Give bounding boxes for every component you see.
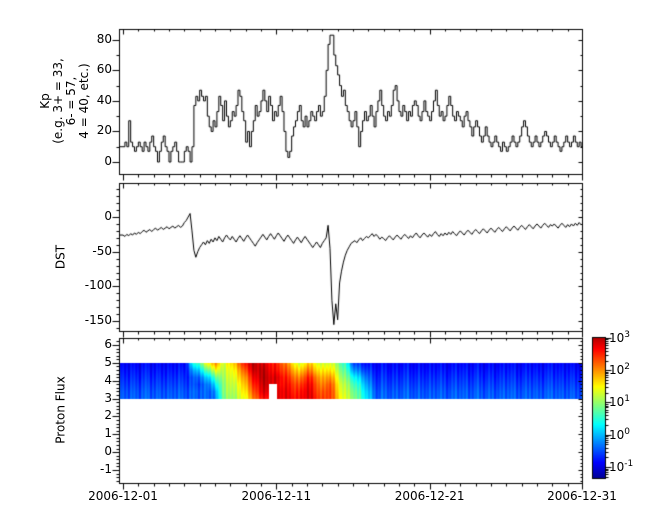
kp-y-tick-label: 0 xyxy=(104,154,112,168)
proton-flux-y-tick-label: 0 xyxy=(104,444,112,459)
dst-y-tick-label: 0 xyxy=(104,209,112,223)
colorbar-tick-label: 100 xyxy=(609,426,631,442)
kp-axis-label-line: 4 = 40, etc.) xyxy=(77,63,91,139)
proton-flux-y-tick-label: 6 xyxy=(104,337,112,351)
dst-y-tick-label: -150 xyxy=(84,313,112,328)
proton-flux-y-tick-label: 4 xyxy=(104,372,112,387)
kp-y-tick-label: 20 xyxy=(96,123,112,138)
kp-y-tick-label: 80 xyxy=(96,31,112,46)
proton-flux-y-tick-label: -1 xyxy=(100,461,112,476)
colorbar xyxy=(592,337,605,478)
colorbar-tick-label: 102 xyxy=(609,362,631,378)
x-tick-label: 2006-12-21 xyxy=(394,489,465,503)
dst-axis-label: DST xyxy=(53,244,68,270)
colorbar-tick-label: 101 xyxy=(609,394,631,410)
colorbar-tick-label: 103 xyxy=(609,329,631,345)
colorbar-tick-label: 10-1 xyxy=(609,459,634,475)
proton-flux-y-tick-label: 2 xyxy=(104,408,112,423)
proton-flux-y-tick-label: 1 xyxy=(104,426,112,441)
dst-y-tick-label: -100 xyxy=(84,278,112,293)
x-tick-label: 2006-12-31 xyxy=(547,489,617,503)
kp-y-tick-label: 60 xyxy=(96,62,112,77)
kp-y-tick-label: 40 xyxy=(96,92,112,107)
proton-flux-y-tick-label: 5 xyxy=(104,354,112,369)
proton-flux-y-tick-label: 3 xyxy=(104,390,112,405)
proton-flux-axis-label: Proton Flux xyxy=(53,376,68,444)
dst-panel xyxy=(119,183,582,331)
kp-axis-label: Kp (e.g. 3+ = 33, 6- = 57, 4 = 40, etc.) xyxy=(38,58,91,144)
x-tick-label: 2006-12-11 xyxy=(241,489,312,503)
kp-panel xyxy=(119,29,582,174)
dst-y-tick-label: -50 xyxy=(92,243,112,258)
proton-flux-panel xyxy=(119,338,582,483)
x-tick-label: 2006-12-01 xyxy=(88,489,158,503)
